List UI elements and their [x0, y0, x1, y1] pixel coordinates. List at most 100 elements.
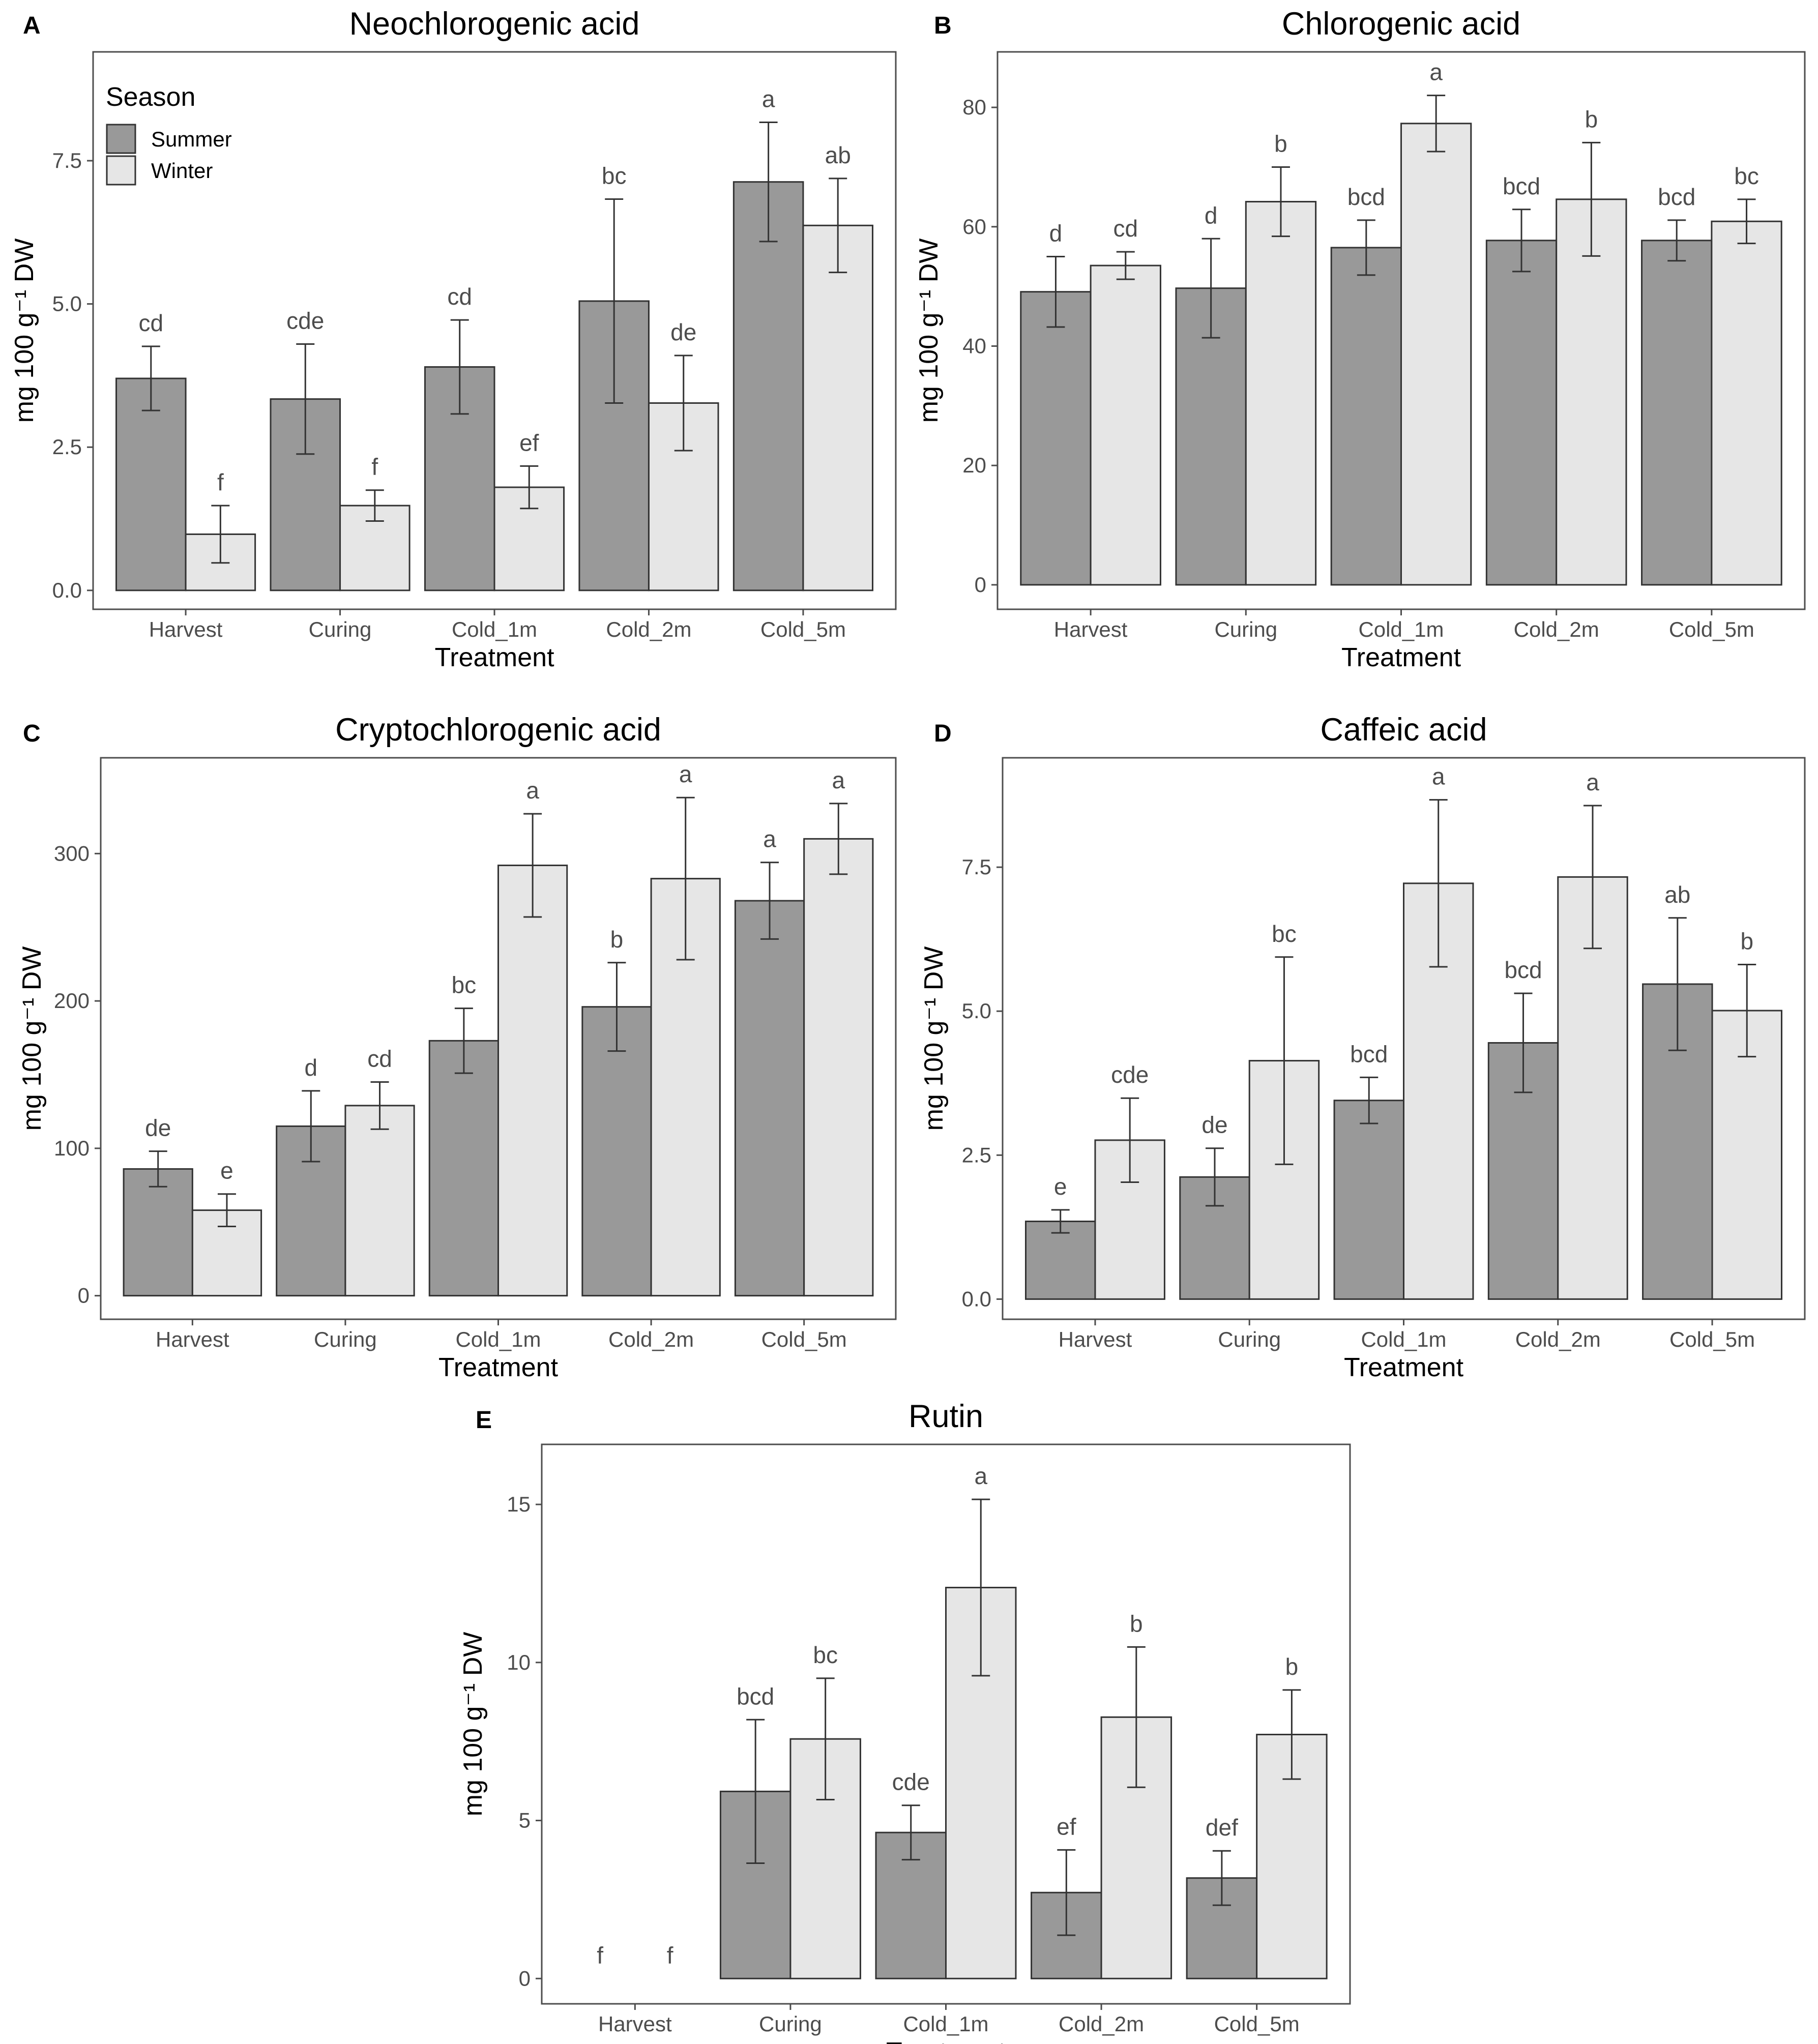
bar-winter	[1245, 201, 1317, 586]
legend-label-summer: Summer	[151, 127, 232, 151]
panel-c: C Cryptochlorogenic acid 0 100 200 300 mg 100 …	[17, 712, 897, 1382]
significance-label: ab	[825, 142, 851, 168]
significance-label: b	[1585, 106, 1598, 132]
y-tick-label: 2.5	[52, 435, 82, 459]
x-tick-label: Curing	[1218, 1327, 1281, 1351]
bar-winter	[1556, 198, 1627, 586]
chart-title: Cryptochlorogenic acid	[335, 712, 661, 748]
y-tick-label: 20	[962, 453, 986, 477]
significance-label: ef	[519, 429, 539, 456]
x-tick-label: Cold_2m	[1059, 2012, 1144, 2036]
x-tick-label: Curing	[314, 1327, 377, 1351]
significance-label: f	[217, 469, 224, 495]
y-tick-label: 5.0	[962, 999, 991, 1023]
panel-b: B Chlorogenic acid 0 20 40 60 80 mg 100 g⁻¹ DW d…	[914, 6, 1806, 672]
x-axis-title: Treatment	[886, 2037, 1006, 2044]
significance-label: d	[1205, 202, 1218, 228]
x-tick-label: Cold_5m	[1214, 2012, 1300, 2036]
x-tick-label: Cold_5m	[1669, 617, 1754, 641]
x-tick-label: Cold_5m	[1669, 1327, 1755, 1351]
significance-label: ef	[1057, 1813, 1076, 1840]
panel-letter: A	[23, 12, 41, 39]
bar-winter	[1400, 123, 1472, 586]
bar-winter	[803, 838, 874, 1297]
bar-summer	[123, 1168, 193, 1297]
bar-winter	[1711, 1010, 1783, 1300]
y-tick-label: 0.0	[52, 578, 82, 602]
y-axis-title: mg 100 g⁻¹ DW	[10, 239, 39, 423]
bar-summer	[115, 377, 187, 591]
y-tick-label: 0	[78, 1284, 90, 1308]
significance-label: b	[1285, 1653, 1299, 1680]
bar-summer	[1024, 1221, 1096, 1300]
x-tick-label: Curing	[309, 617, 372, 641]
bar-winter	[1090, 264, 1161, 586]
significance-label: a	[1429, 59, 1443, 85]
bar-winter	[802, 224, 873, 591]
significance-label: b	[1740, 928, 1753, 954]
x-axis-title: Treatment	[1344, 1353, 1464, 1382]
y-axis-title: mg 100 g⁻¹ DW	[914, 239, 944, 423]
significance-label: cde	[286, 307, 324, 334]
x-tick-label: Curing	[1214, 617, 1277, 641]
panel-a: A Neochlorogenic acid 0.0 2.5 5.0 7.5 mg 100 g…	[10, 6, 897, 672]
x-tick-label: Cold_1m	[1358, 617, 1444, 641]
significance-label: b	[1130, 1610, 1143, 1637]
y-tick-label: 60	[962, 215, 986, 239]
significance-label: f	[597, 1942, 603, 1968]
y-tick-label: 0.0	[962, 1287, 991, 1311]
chart-title: Chlorogenic acid	[1282, 6, 1520, 42]
bar-summer	[1485, 240, 1558, 586]
bar-summer	[1333, 1100, 1404, 1300]
y-tick-label: 0	[975, 573, 986, 597]
significance-label: f	[371, 454, 378, 480]
x-tick-label: Cold_1m	[903, 2012, 988, 2036]
x-tick-label: Cold_5m	[760, 617, 846, 641]
legend-label-winter: Winter	[151, 159, 213, 183]
significance-label: a	[526, 777, 539, 804]
significance-label: de	[145, 1115, 171, 1141]
significance-label: bcd	[1347, 184, 1385, 210]
x-axis-title: Treatment	[1341, 643, 1461, 672]
significance-label: a	[763, 826, 776, 852]
significance-label: cd	[447, 283, 472, 310]
significance-label: bcd	[1658, 184, 1695, 210]
legend-swatch-summer	[106, 124, 136, 154]
significance-label: bcd	[1350, 1041, 1388, 1067]
x-axis-title: Treatment	[434, 643, 554, 672]
panel-letter: B	[934, 12, 952, 39]
y-tick-label: 5	[519, 1809, 531, 1832]
y-tick-label: 5.0	[52, 292, 82, 316]
significance-label: b	[610, 926, 624, 953]
bar-summer	[1020, 291, 1092, 586]
chart-title: Caffeic acid	[1320, 712, 1487, 748]
significance-label: a	[832, 767, 845, 793]
significance-label: de	[670, 319, 696, 345]
significance-label: def	[1206, 1814, 1238, 1841]
y-axis-title: mg 100 g⁻¹ DW	[17, 946, 47, 1131]
bar-summer	[732, 181, 804, 591]
bar-summer	[1641, 240, 1713, 586]
significance-label: bc	[602, 162, 627, 189]
significance-label: b	[1274, 130, 1287, 157]
y-tick-label: 7.5	[52, 149, 82, 172]
x-tick-label: Harvest	[156, 1327, 229, 1351]
x-tick-label: Cold_1m	[1361, 1327, 1446, 1351]
x-tick-label: Cold_1m	[455, 1327, 541, 1351]
significance-label: cde	[1111, 1061, 1149, 1088]
significance-label: a	[762, 86, 775, 112]
significance-label: de	[1201, 1112, 1227, 1138]
y-tick-label: 7.5	[962, 855, 991, 879]
panel-letter: C	[23, 720, 41, 747]
x-tick-label: Cold_2m	[1515, 1327, 1601, 1351]
significance-label: bc	[1734, 163, 1759, 189]
significance-label: a	[1586, 769, 1599, 795]
x-tick-label: Harvest	[149, 617, 223, 641]
y-tick-label: 15	[507, 1492, 531, 1516]
legend-title: Season	[106, 82, 195, 112]
y-tick-label: 0	[519, 1966, 531, 1990]
bar-summer	[428, 1040, 499, 1297]
y-tick-label: 300	[54, 841, 90, 865]
bar-summer	[734, 900, 805, 1297]
